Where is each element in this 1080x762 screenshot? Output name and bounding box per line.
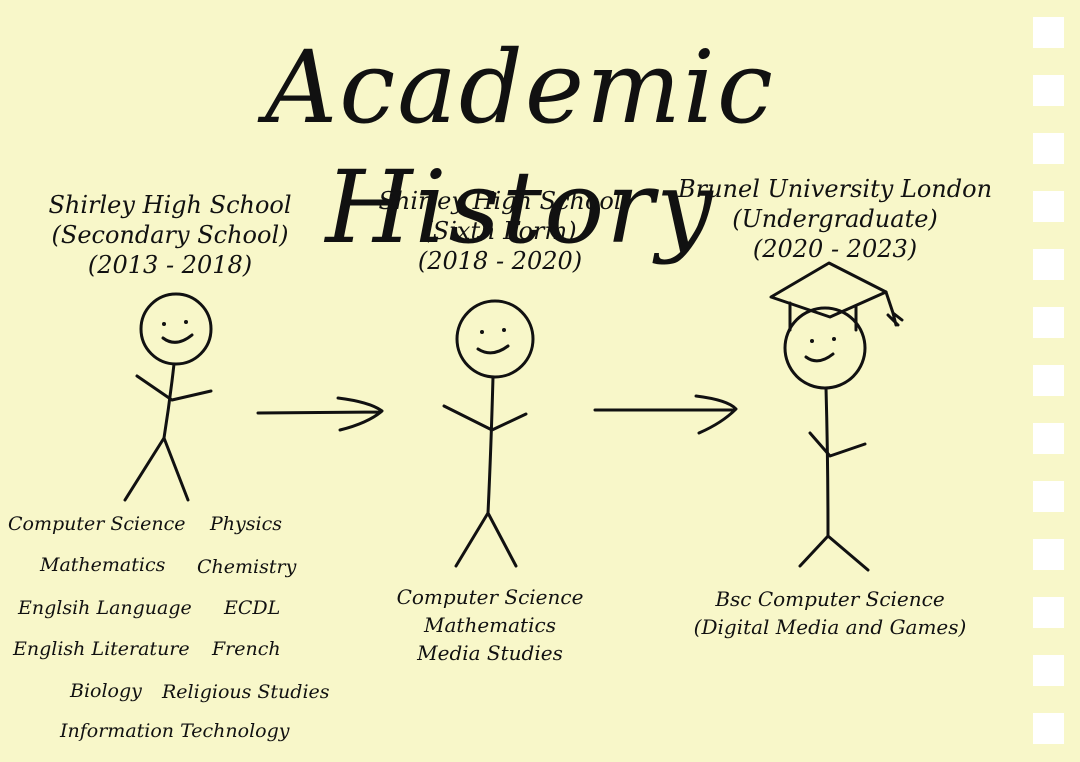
subject-item: Computer Science (396, 585, 584, 609)
subject-item: Information Technology (60, 720, 290, 742)
figure-body (824, 386, 830, 538)
figure-arms (135, 374, 213, 402)
subject-item: Media Studies (417, 641, 563, 665)
arrow-1 (256, 396, 384, 432)
stick-figure-university (769, 261, 904, 572)
figure-arms (442, 404, 528, 432)
subject-item: Computer Science (8, 513, 186, 535)
strip-square (1033, 249, 1064, 280)
institution-name: Brunel University London (677, 175, 993, 203)
strip-square (1033, 133, 1064, 164)
stick-figure-sixth-form (442, 299, 535, 568)
course-item: Bsc Computer Science (715, 587, 945, 611)
figure-head (783, 306, 867, 390)
subject-item: Chemistry (197, 556, 297, 578)
level-label: (Secondary School) (51, 221, 289, 249)
figure-body (162, 362, 176, 440)
figure-head (455, 299, 535, 379)
subject-item: ECDL (224, 597, 281, 619)
page-title: Academic History (265, 29, 775, 266)
figure-legs (123, 436, 190, 502)
years-label: (2020 - 2023) (752, 235, 918, 263)
subject-item: Religious Studies (162, 681, 330, 703)
subject-item: English Literature (13, 638, 190, 660)
strip-square (1033, 539, 1064, 570)
institution-name: Shirley High School (48, 191, 292, 219)
subject-item: Mathematics (40, 554, 166, 576)
strip-square (1033, 597, 1064, 628)
strip-square (1033, 17, 1064, 48)
subject-item: Biology (70, 680, 142, 702)
course-item: (Digital Media and Games) (693, 615, 967, 639)
subject-item: French (212, 638, 281, 660)
film-strip-border (1022, 0, 1080, 762)
strip-square (1033, 655, 1064, 686)
stage-heading-sixth-form: Shirley High School (Sixth Form) (2018 -… (355, 186, 645, 276)
strip-square (1033, 423, 1064, 454)
figure-head (139, 292, 213, 366)
stage-heading-university: Brunel University London (Undergraduate)… (645, 174, 1025, 264)
subject-list-sixth-form: Computer Science Mathematics Media Studi… (370, 583, 610, 667)
course-list-university: Bsc Computer Science (Digital Media and … (660, 585, 1000, 641)
strip-square (1033, 75, 1064, 106)
figure-body (486, 375, 495, 515)
subject-item: Physics (210, 513, 282, 535)
arrow-2 (593, 394, 738, 435)
stick-figure-secondary (123, 292, 213, 502)
years-label: (2013 - 2018) (87, 251, 253, 279)
subject-item: Mathematics (424, 613, 556, 637)
institution-name: Shirley High School (378, 187, 622, 215)
subject-item: Englsih Language (18, 597, 192, 619)
strip-square (1033, 365, 1064, 396)
strip-square (1033, 191, 1064, 222)
strip-square (1033, 307, 1064, 338)
figure-legs (454, 511, 518, 568)
years-label: (2018 - 2020) (417, 247, 583, 275)
strip-square (1033, 713, 1064, 744)
stage-heading-secondary: Shirley High School (Secondary School) (… (20, 190, 320, 280)
figure-arms (808, 431, 867, 458)
figure-legs (798, 534, 870, 572)
level-label: (Undergraduate) (732, 205, 938, 233)
level-label: (Sixth Form) (423, 217, 577, 245)
strip-square (1033, 481, 1064, 512)
